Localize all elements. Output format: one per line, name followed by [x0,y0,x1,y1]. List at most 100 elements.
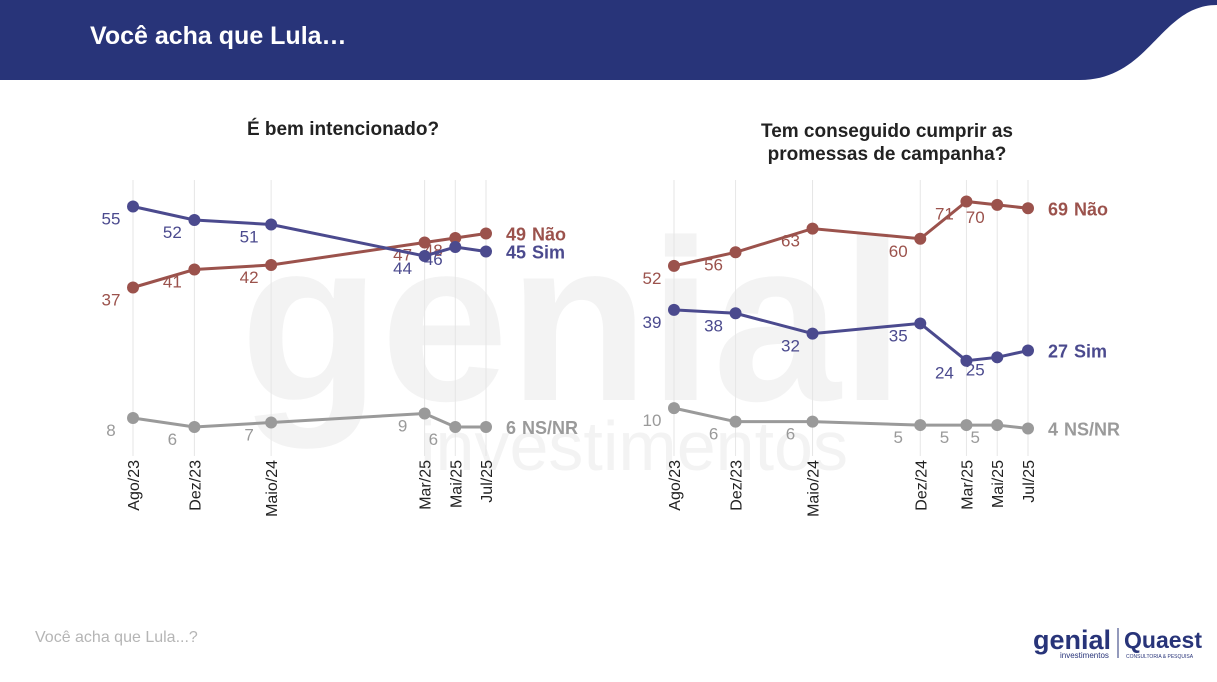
data-point [418,236,431,249]
footer-text: Você acha que Lula...? [35,629,198,646]
x-tick-label: Mar/25 [959,460,976,510]
data-point [668,402,680,415]
logo-quaest: Quaest [1124,627,1202,653]
charts: Ago/23 Dez/23 Maio/24 Mar/25 Mai/25 Jul/25 37 4… [102,180,1120,517]
x-tick-label: Ago/23 [667,460,684,511]
data-point [668,303,680,316]
data-point [480,227,492,240]
x-tick-label: Dez/23 [187,460,204,511]
value-label: 52 [163,223,182,242]
data-point [914,419,927,432]
logo-genial-sub: investimentos [1060,651,1109,660]
data-point [265,259,278,271]
data-point [418,250,431,262]
end-label: 69 Não [1048,199,1108,219]
x-tick-label: Mai/25 [448,460,465,508]
end-label: 27 Sim [1048,342,1107,362]
value-label: 71 [935,204,954,223]
data-point [806,327,819,340]
data-point [729,415,742,428]
value-label: 38 [704,316,723,335]
value-label: 6 [709,425,718,444]
header-band [0,0,1217,80]
data-point [480,245,492,258]
value-label: 51 [240,228,259,247]
data-point [991,198,1004,211]
data-point [914,232,927,245]
value-label: 7 [244,426,253,445]
value-label: 6 [429,430,438,449]
end-value: 45 [506,243,526,263]
value-label: 5 [894,428,903,447]
data-point [960,195,973,208]
x-tick-label: Jul/25 [479,460,496,503]
end-label: 4 NS/NR [1048,419,1120,439]
x-tick-label: Ago/23 [126,460,143,511]
value-label: 70 [966,208,985,227]
data-point [127,200,139,213]
data-point [127,281,139,294]
data-point [991,351,1004,364]
value-label: 35 [889,326,908,345]
data-point [806,415,819,428]
end-value: 27 [1048,342,1068,362]
data-point [127,412,139,424]
value-label: 60 [889,242,908,261]
data-point [668,259,680,272]
data-point [806,222,819,235]
end-label: 6 NS/NR [506,418,578,438]
data-point [265,416,278,429]
series-name: Sim [1074,342,1107,362]
x-tick-label: Jul/25 [1021,460,1038,503]
end-value: 69 [1048,199,1068,219]
value-label: 5 [940,428,949,447]
value-label: 10 [643,411,662,430]
data-point [480,421,492,433]
x-tick-label: Dez/23 [729,460,746,511]
data-point [265,218,278,231]
end-label: 45 Sim [506,243,565,263]
value-label: 41 [163,273,182,292]
x-tick-label: Dez/24 [913,460,930,511]
value-label: 32 [781,337,800,356]
value-label: 25 [966,360,985,379]
data-point [960,419,973,432]
data-point [418,407,431,420]
value-label: 37 [102,291,121,310]
end-label: 49 Não [506,225,566,245]
series-name: NS/NR [522,418,578,438]
value-label: 6 [168,430,177,449]
x-tick-label: Mar/25 [418,460,435,510]
data-point [960,354,973,367]
value-label: 9 [398,417,407,436]
data-point [729,307,742,320]
x-tick-label: Maio/24 [264,460,281,517]
chart-title: Tem conseguido cumprir as promessas de c… [761,121,1013,165]
data-point [991,419,1004,432]
end-value: 6 [506,418,516,438]
data-point [914,317,927,330]
data-point [1022,422,1034,435]
value-label: 5 [970,428,979,447]
data-point [1022,202,1034,215]
series-name: Não [532,225,566,245]
data-point [188,214,201,226]
value-label: 44 [393,259,412,278]
end-value: 4 [1048,419,1058,439]
watermark-sub: investimentos [420,407,848,485]
series-name: Sim [532,243,565,263]
value-label: 42 [240,268,259,287]
data-point [449,232,462,244]
data-point [188,421,201,433]
data-point [729,246,742,259]
logo-quaest-sub: CONSULTORIA & PESQUISA [1126,654,1194,660]
series-name: NS/NR [1064,419,1120,439]
value-label: 24 [935,364,954,383]
data-point [1022,344,1034,357]
chart-title: É bem intencionado? [246,119,440,140]
value-label: 8 [106,421,115,440]
value-label: 63 [781,232,800,251]
data-point [449,421,462,433]
